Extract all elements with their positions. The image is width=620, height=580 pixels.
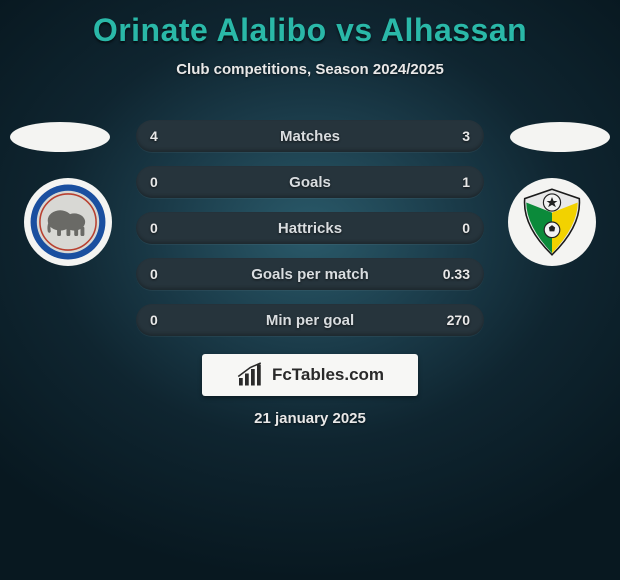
club-right-badge bbox=[508, 178, 596, 266]
stat-left-value: 4 bbox=[150, 128, 158, 144]
logo-text: FcTables.com bbox=[272, 365, 384, 385]
stat-right-value: 0.33 bbox=[443, 266, 470, 282]
elephant-club-icon bbox=[29, 183, 107, 261]
stat-right-value: 270 bbox=[447, 312, 470, 328]
stat-label: Matches bbox=[280, 128, 340, 145]
stat-label: Goals bbox=[289, 174, 331, 191]
stat-label: Min per goal bbox=[266, 312, 354, 329]
comparison-card: Orinate Alalibo vs Alhassan Club competi… bbox=[0, 0, 620, 580]
shield-club-icon bbox=[513, 183, 591, 261]
stat-row: 4 Matches 3 bbox=[136, 120, 484, 152]
stat-row: 0 Min per goal 270 bbox=[136, 304, 484, 336]
club-left-badge bbox=[24, 178, 112, 266]
player-right-photo-placeholder bbox=[510, 122, 610, 152]
stat-left-value: 0 bbox=[150, 312, 158, 328]
player-left-photo-placeholder bbox=[10, 122, 110, 152]
stat-row: 0 Goals per match 0.33 bbox=[136, 258, 484, 290]
stat-row: 0 Hattricks 0 bbox=[136, 212, 484, 244]
date-label: 21 january 2025 bbox=[0, 410, 620, 427]
fctables-logo[interactable]: FcTables.com bbox=[202, 354, 418, 396]
page-title: Orinate Alalibo vs Alhassan bbox=[0, 0, 620, 49]
stat-label: Hattricks bbox=[278, 220, 342, 237]
stat-right-value: 0 bbox=[462, 220, 470, 236]
stats-table: 4 Matches 3 0 Goals 1 0 Hattricks 0 0 Go… bbox=[136, 120, 484, 350]
stat-right-value: 1 bbox=[462, 174, 470, 190]
stat-left-value: 0 bbox=[150, 174, 158, 190]
stat-label: Goals per match bbox=[251, 266, 369, 283]
stat-left-value: 0 bbox=[150, 266, 158, 282]
stat-row: 0 Goals 1 bbox=[136, 166, 484, 198]
bar-chart-icon bbox=[236, 362, 266, 388]
subtitle: Club competitions, Season 2024/2025 bbox=[0, 61, 620, 78]
stat-right-value: 3 bbox=[462, 128, 470, 144]
stat-left-value: 0 bbox=[150, 220, 158, 236]
